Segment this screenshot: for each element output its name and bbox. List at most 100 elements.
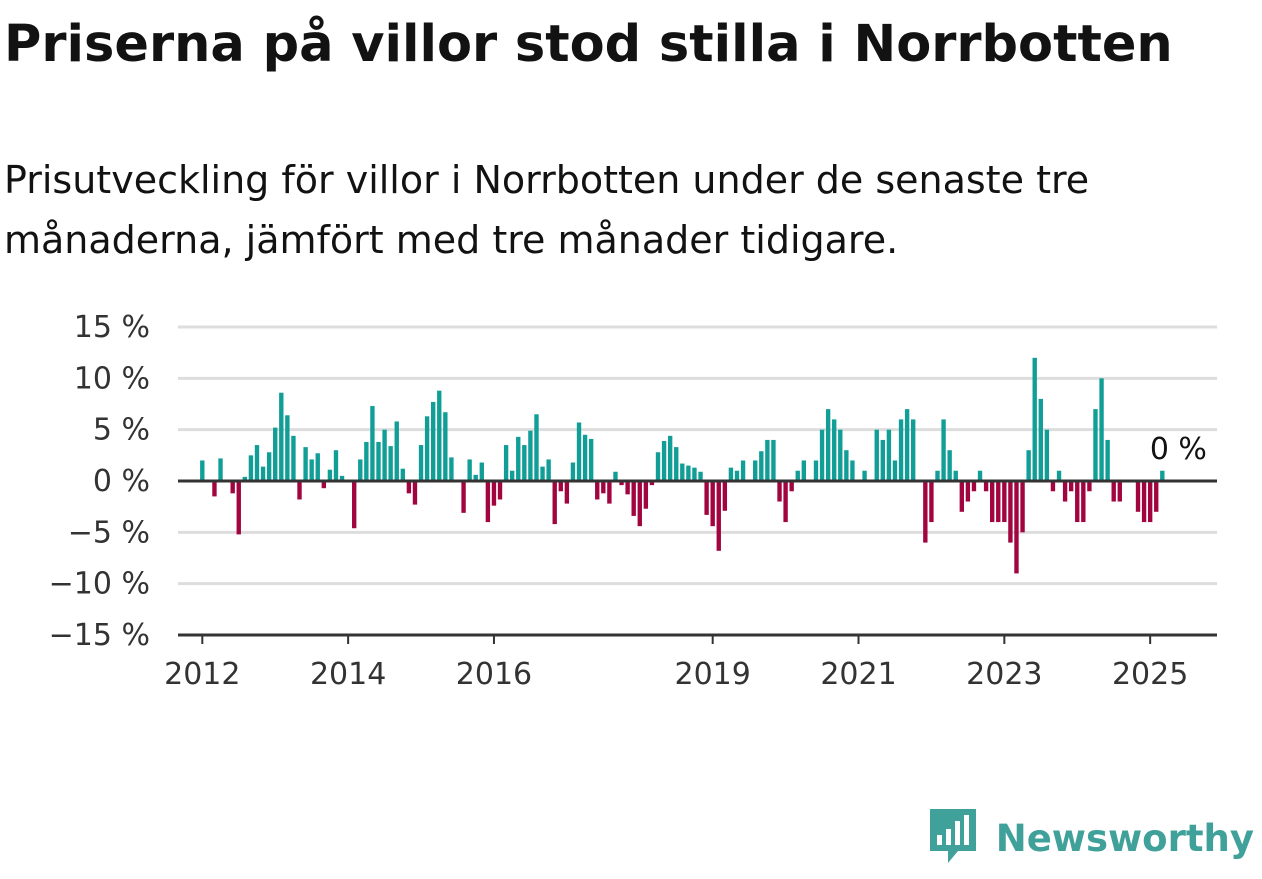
bar bbox=[558, 481, 563, 492]
bar bbox=[236, 481, 241, 535]
brand: Newsworthy bbox=[928, 807, 1254, 869]
bar bbox=[813, 460, 819, 481]
bar bbox=[953, 470, 958, 481]
bar bbox=[333, 450, 339, 481]
bar bbox=[370, 406, 375, 481]
x-tick-label: 2023 bbox=[966, 657, 1042, 692]
y-tick-label: −10 % bbox=[49, 567, 150, 602]
x-axis-labels: 2012 2014 2016 2019 2021 2023 2025 bbox=[164, 657, 1188, 692]
bar bbox=[649, 481, 655, 486]
bar bbox=[321, 481, 327, 489]
bar bbox=[1111, 481, 1116, 502]
bar bbox=[753, 460, 758, 481]
bar bbox=[661, 440, 667, 481]
bar bbox=[503, 445, 509, 481]
bar bbox=[339, 475, 345, 481]
bar bbox=[467, 459, 472, 481]
bar bbox=[230, 481, 235, 494]
bar bbox=[959, 481, 964, 512]
bar bbox=[674, 447, 679, 481]
bar bbox=[862, 470, 867, 481]
last-value-label: 0 % bbox=[1150, 432, 1207, 467]
bar bbox=[1062, 481, 1068, 502]
y-tick-label: −5 % bbox=[68, 515, 150, 550]
bar bbox=[352, 481, 357, 529]
bar bbox=[710, 481, 715, 527]
bar bbox=[1020, 481, 1025, 533]
y-tick-label: 5 % bbox=[93, 413, 150, 448]
bar bbox=[431, 401, 436, 481]
y-tick-label: 0 % bbox=[93, 464, 150, 499]
bar bbox=[376, 441, 381, 481]
bar bbox=[218, 458, 223, 481]
bar bbox=[880, 439, 885, 481]
bar bbox=[497, 481, 503, 500]
bar bbox=[765, 439, 770, 481]
bar-chart: 15 %10 %5 %0 %−5 %−10 %−15 % 2012 2014 201… bbox=[49, 310, 1217, 692]
bar bbox=[291, 435, 296, 481]
bar bbox=[716, 481, 721, 551]
bar bbox=[838, 429, 843, 481]
bar bbox=[759, 451, 764, 481]
x-tick-label: 2021 bbox=[820, 657, 896, 692]
x-tick-label: 2016 bbox=[456, 657, 532, 692]
bar bbox=[248, 455, 254, 481]
bar bbox=[996, 481, 1001, 523]
bar bbox=[625, 481, 630, 495]
bar bbox=[667, 435, 673, 481]
bar bbox=[479, 462, 484, 481]
bar bbox=[983, 481, 989, 492]
bar bbox=[254, 445, 260, 481]
bar bbox=[965, 481, 971, 502]
bar bbox=[303, 447, 308, 481]
bar bbox=[1093, 409, 1098, 481]
bar bbox=[388, 446, 393, 481]
y-tick-label: −15 % bbox=[49, 618, 150, 653]
gridlines bbox=[178, 325, 1217, 586]
bar bbox=[698, 471, 703, 481]
bar bbox=[692, 467, 697, 481]
bar bbox=[1141, 481, 1147, 523]
bar bbox=[1075, 481, 1080, 523]
bar bbox=[516, 436, 521, 481]
bar bbox=[588, 438, 594, 481]
bar bbox=[437, 390, 442, 481]
bar bbox=[1081, 481, 1086, 523]
bar bbox=[443, 412, 448, 481]
bar bbox=[892, 460, 898, 481]
bar bbox=[801, 460, 807, 481]
y-tick-label: 10 % bbox=[74, 361, 150, 396]
bar bbox=[771, 439, 776, 481]
bar bbox=[923, 481, 928, 543]
bar bbox=[564, 481, 570, 504]
bar bbox=[358, 459, 363, 481]
bar bbox=[977, 470, 983, 481]
bar bbox=[406, 481, 412, 494]
bar bbox=[1026, 450, 1031, 481]
bar bbox=[522, 445, 527, 481]
bar bbox=[971, 481, 977, 492]
bar bbox=[613, 471, 618, 481]
bar bbox=[819, 429, 825, 481]
bar bbox=[260, 466, 266, 481]
bar bbox=[740, 460, 746, 481]
brand-name: Newsworthy bbox=[995, 816, 1254, 860]
bar bbox=[382, 429, 387, 481]
bar bbox=[631, 481, 636, 516]
bar bbox=[485, 481, 491, 523]
bar bbox=[1032, 357, 1037, 481]
bar bbox=[844, 450, 849, 481]
bar bbox=[850, 460, 855, 481]
bar bbox=[898, 419, 904, 481]
chart-title: Priserna på villor stod stilla i Norrbot… bbox=[4, 15, 1173, 74]
bar bbox=[1087, 481, 1092, 492]
bar bbox=[570, 462, 576, 481]
bar bbox=[637, 481, 642, 527]
bar bbox=[309, 459, 314, 481]
bar bbox=[1038, 398, 1043, 481]
bar bbox=[904, 409, 910, 481]
bar bbox=[528, 430, 533, 481]
bar bbox=[242, 476, 248, 481]
bar bbox=[686, 465, 691, 481]
bar bbox=[552, 481, 557, 525]
